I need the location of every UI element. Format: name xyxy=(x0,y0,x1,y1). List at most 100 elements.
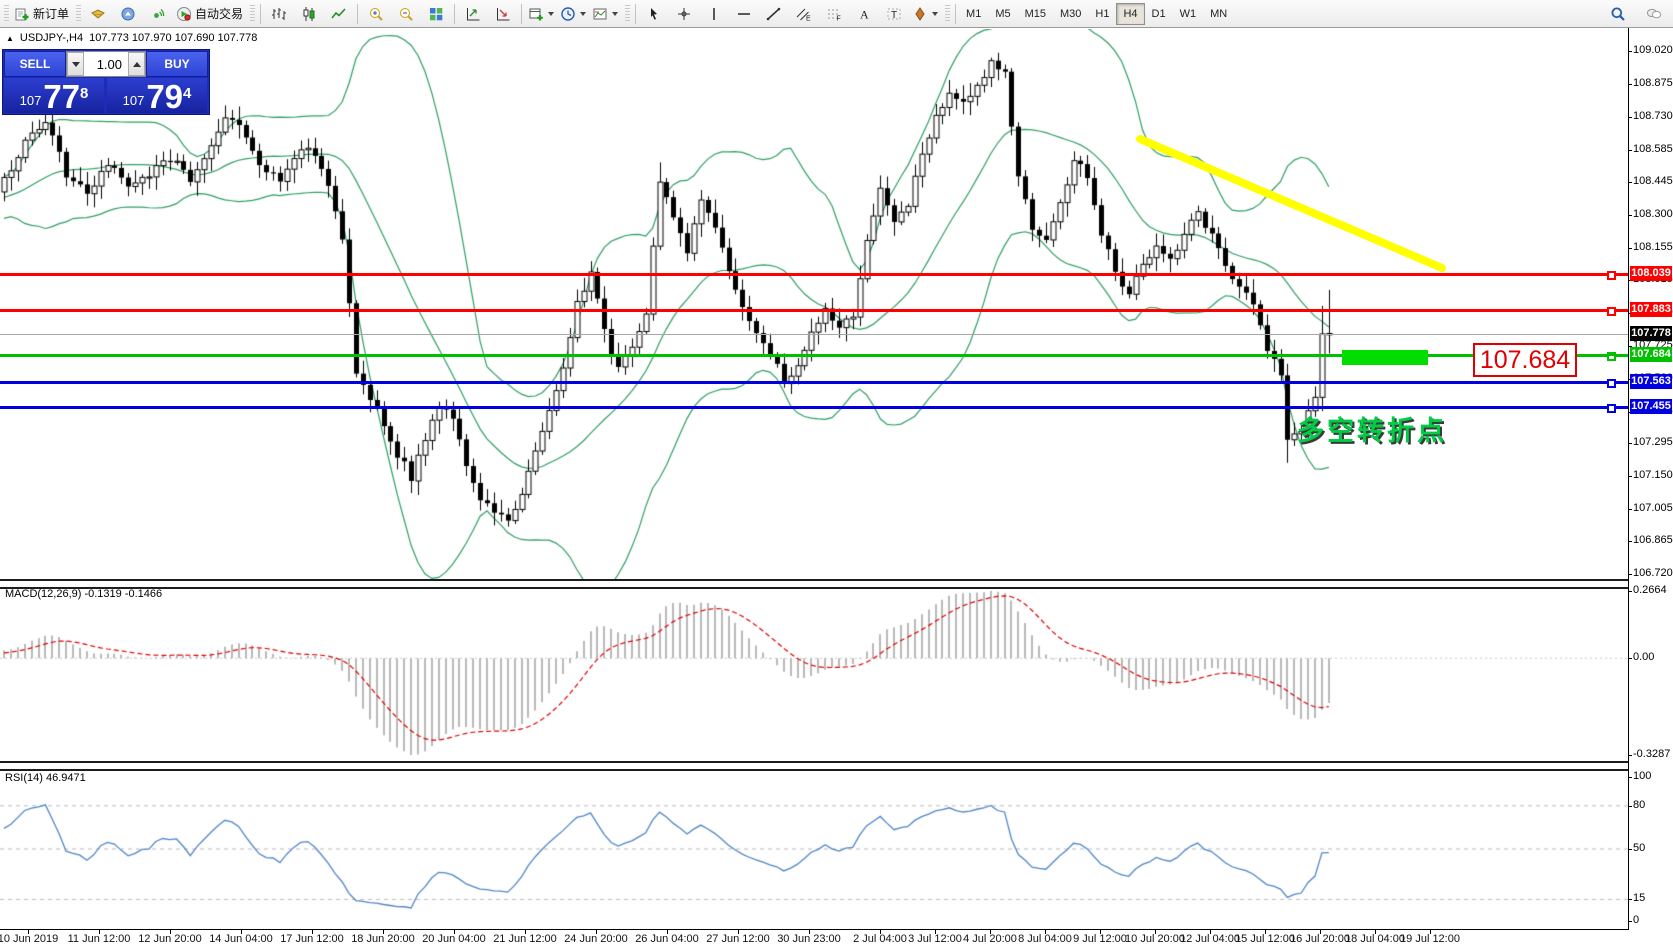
level-line-107.563[interactable] xyxy=(0,381,1628,384)
timeframe-button-m30[interactable]: M30 xyxy=(1060,7,1082,20)
date-axis-tick xyxy=(312,929,313,934)
svg-text:A: A xyxy=(860,7,869,21)
periods-menu-button[interactable] xyxy=(557,2,589,26)
rsi-canvas[interactable] xyxy=(0,767,1628,929)
timeframe-button-w1[interactable]: W1 xyxy=(1179,7,1197,20)
zoom-out-button[interactable] xyxy=(391,2,421,26)
level-line-107.883[interactable] xyxy=(0,309,1628,312)
level-line-108.039[interactable] xyxy=(0,273,1628,276)
level-line-handle[interactable] xyxy=(1607,271,1616,280)
crosshair-button[interactable] xyxy=(669,2,699,26)
timeframe-button-mn[interactable]: MN xyxy=(1210,7,1228,20)
date-axis-label[interactable]: 10 Jun 2019 xyxy=(0,933,59,945)
vertical-line-button[interactable] xyxy=(699,2,729,26)
date-axis-label[interactable]: 16 Jul 20:00 xyxy=(1290,933,1350,945)
arrange-windows-icon xyxy=(497,7,510,20)
date-axis-tick xyxy=(454,929,455,934)
collapse-arrow-icon[interactable]: ▲ xyxy=(6,33,14,43)
level-line-handle[interactable] xyxy=(1607,404,1616,413)
date-axis-label[interactable]: 18 Jun 20:00 xyxy=(351,933,415,945)
date-axis-label[interactable]: 12 Jul 04:00 xyxy=(1180,933,1240,945)
signals-button[interactable] xyxy=(143,2,173,26)
publish-button[interactable] xyxy=(113,2,143,26)
new-order-icon xyxy=(15,8,29,20)
date-axis-label[interactable]: 20 Jun 04:00 xyxy=(422,933,486,945)
buy-price[interactable]: 107 79 4 xyxy=(107,78,207,113)
date-axis-label[interactable]: 21 Jun 12:00 xyxy=(493,933,557,945)
search-button[interactable] xyxy=(1603,2,1633,26)
price-axis-tick xyxy=(1628,346,1632,347)
news-button[interactable] xyxy=(83,2,113,26)
date-axis-label[interactable]: 18 Jul 04:00 xyxy=(1345,933,1405,945)
date-axis-label[interactable]: 11 Jun 12:00 xyxy=(67,933,131,945)
date-axis-label[interactable]: 8 Jul 04:00 xyxy=(1018,933,1072,945)
cursor-button[interactable] xyxy=(639,2,669,26)
level-line-107.455[interactable] xyxy=(0,406,1628,409)
candlestick-chart-button[interactable] xyxy=(294,2,324,26)
price-axis-tick-label: 106.865 xyxy=(1633,534,1673,546)
date-axis-tick xyxy=(170,929,171,934)
date-axis-label[interactable]: 2 Jul 04:00 xyxy=(853,933,907,945)
vline-icon xyxy=(713,7,715,20)
date-axis-label[interactable]: 9 Jul 12:00 xyxy=(1073,933,1127,945)
price-chart-canvas[interactable] xyxy=(0,29,1628,579)
date-axis-label[interactable]: 4 Jul 20:00 xyxy=(963,933,1017,945)
arrows-menu-button[interactable] xyxy=(909,2,941,26)
date-axis-label[interactable]: 19 Jul 12:00 xyxy=(1400,933,1460,945)
trendline-button[interactable] xyxy=(759,2,789,26)
timeframe-button-d1[interactable]: D1 xyxy=(1151,7,1166,20)
date-axis-label[interactable]: 10 Jul 20:00 xyxy=(1125,933,1185,945)
date-axis-label[interactable]: 3 Jul 12:00 xyxy=(908,933,962,945)
zoom-in-button[interactable] xyxy=(361,2,391,26)
date-axis-label[interactable]: 24 Jun 20:00 xyxy=(564,933,628,945)
level-line-handle[interactable] xyxy=(1607,379,1616,388)
horizontal-line-button[interactable] xyxy=(729,2,759,26)
pane-splitter-rsi[interactable] xyxy=(0,761,1673,771)
new-order-button[interactable]: 新订单 xyxy=(11,2,72,26)
volume-increase-button[interactable] xyxy=(128,52,145,76)
date-axis-label[interactable]: 30 Jun 23:00 xyxy=(777,933,841,945)
dropdown-caret-icon xyxy=(548,11,555,16)
equidistant-channel-button[interactable]: E xyxy=(789,2,819,26)
level-line-handle[interactable] xyxy=(1607,307,1616,316)
timeframe-button-h1[interactable]: H1 xyxy=(1095,7,1110,20)
highlight-rectangle[interactable] xyxy=(1342,350,1428,365)
chat-button[interactable] xyxy=(1639,2,1669,26)
volume-decrease-button[interactable] xyxy=(67,52,84,76)
buy-button[interactable]: BUY xyxy=(146,51,208,77)
date-axis-label[interactable]: 12 Jun 20:00 xyxy=(138,933,202,945)
timeframe-button-m1[interactable]: M1 xyxy=(966,7,982,20)
annotation-text-cn[interactable]: 多空转折点 xyxy=(1297,416,1447,446)
date-axis-label[interactable]: 26 Jun 04:00 xyxy=(635,933,699,945)
text-button[interactable]: A xyxy=(849,2,879,26)
autotrade-button[interactable]: 自动交易 xyxy=(173,2,246,26)
auto-arrange-button[interactable] xyxy=(458,2,488,26)
templates-menu-button[interactable] xyxy=(589,2,621,26)
date-axis-tick xyxy=(1100,929,1101,934)
macd-canvas[interactable] xyxy=(0,585,1628,761)
timeframe-button-m5[interactable]: M5 xyxy=(995,7,1011,20)
date-axis-label[interactable]: 15 Jul 12:00 xyxy=(1235,933,1295,945)
pane-splitter-macd[interactable] xyxy=(0,579,1673,589)
price-callout[interactable]: 107.684 xyxy=(1473,343,1577,377)
arrange-windows-button[interactable] xyxy=(488,2,518,26)
level-line-handle[interactable] xyxy=(1607,352,1616,361)
timeframe-button-m15[interactable]: M15 xyxy=(1024,7,1046,20)
add-window-icon xyxy=(529,8,543,20)
date-axis-label[interactable]: 27 Jun 12:00 xyxy=(706,933,770,945)
date-axis-label[interactable]: 17 Jun 12:00 xyxy=(280,933,344,945)
profiles-menu-button[interactable] xyxy=(525,2,557,26)
level-line-107.684[interactable] xyxy=(0,354,1628,357)
timeframe-button-h4[interactable]: H4 xyxy=(1116,2,1145,25)
price-axis-tick-label: 109.020 xyxy=(1633,44,1673,56)
volume-input[interactable]: 1.00 xyxy=(84,52,128,76)
sell-price[interactable]: 107 77 8 xyxy=(4,78,104,113)
price-axis-column[interactable] xyxy=(1629,28,1673,951)
sell-button[interactable]: SELL xyxy=(4,51,66,77)
date-axis-label[interactable]: 14 Jun 04:00 xyxy=(209,933,273,945)
fibonacci-button[interactable]: F xyxy=(819,2,849,26)
tile-windows-button[interactable] xyxy=(421,2,451,26)
bar-chart-button[interactable] xyxy=(264,2,294,26)
text-label-button[interactable]: T xyxy=(879,2,909,26)
line-chart-button[interactable] xyxy=(324,2,354,26)
